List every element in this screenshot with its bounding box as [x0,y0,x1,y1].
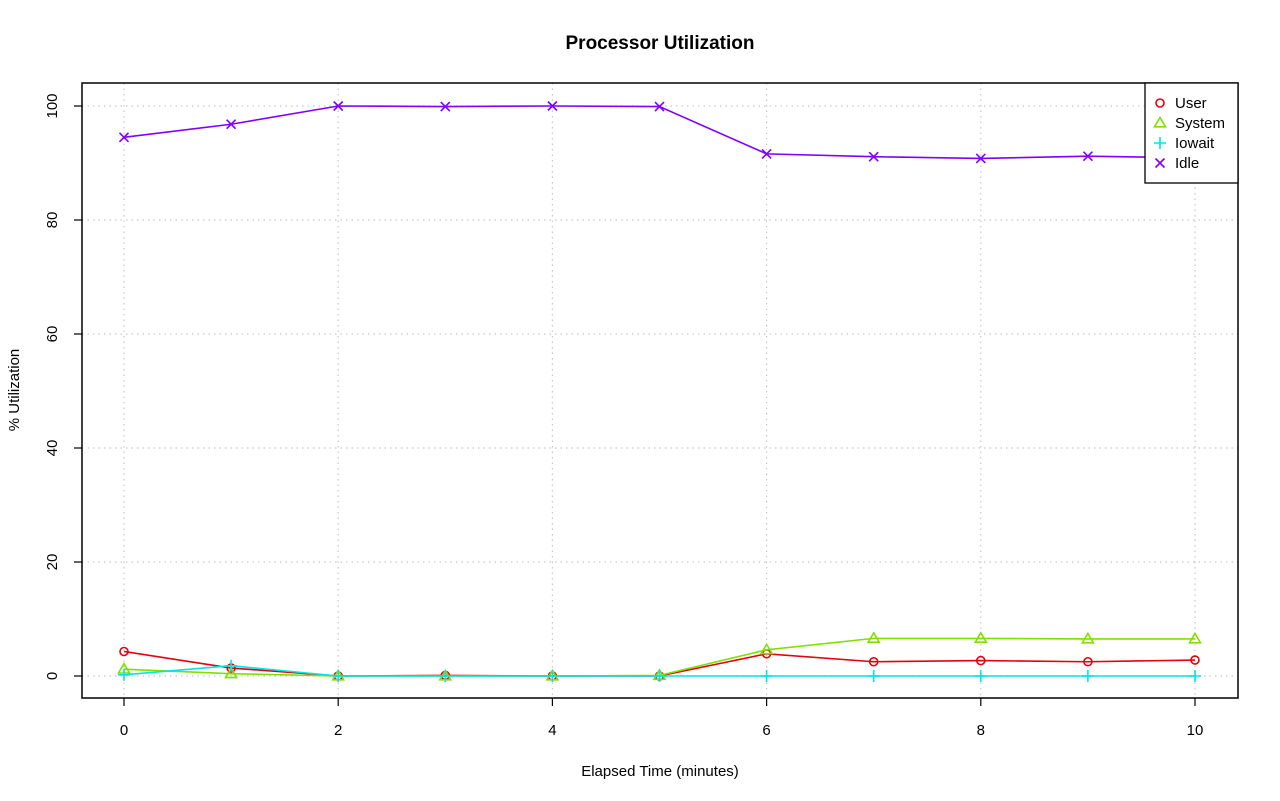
data-point-system [866,631,881,644]
x-axis: 0 2 4 6 8 10 [120,698,1204,739]
data-point-user [119,646,129,657]
y-tick-label: 80 [44,212,61,229]
legend-label-idle: Idle [1175,155,1199,172]
data-point-iowait [118,668,130,681]
x-tick-label: 10 [1187,722,1204,739]
legend-marker-system [1153,115,1167,128]
y-tick-label: 20 [44,554,61,571]
data-point-iowait [332,670,345,682]
x-tick-label: 4 [548,722,556,739]
legend-marker-user [1155,98,1165,108]
legend: User System Iowait Idle [1144,82,1239,184]
x-tick-label: 2 [334,722,342,739]
data-point-user [1190,655,1200,665]
x-axis-label: Elapsed Time (minutes) [581,763,739,780]
data-point-iowait [439,670,452,682]
y-axis: 0 20 40 60 80 100 [44,93,82,680]
series-layer [117,100,1202,682]
data-point-iowait [546,670,559,682]
chart-title: Processor Utilization [566,33,755,54]
series-line-idle [123,105,1196,160]
data-point-idle [226,119,237,130]
data-point-system [1188,631,1202,644]
data-point-idle [761,148,772,159]
legend-label-system: System [1175,115,1225,132]
x-tick-label: 6 [762,722,770,739]
y-axis-label: % Utilization [6,349,23,432]
data-point-iowait [1189,670,1201,682]
data-point-idle [547,100,558,112]
legend-label-user: User [1175,95,1207,112]
x-tick-label: 8 [977,722,985,739]
data-point-user [975,655,986,666]
plot-frame [81,82,1239,699]
x-tick-label: 0 [120,722,128,739]
y-tick-label: 100 [44,93,61,118]
series-iowait [118,659,1201,682]
legend-marker-idle [1154,157,1166,169]
y-tick-label: 60 [44,326,61,343]
data-point-idle [654,101,665,112]
data-point-iowait [867,670,880,682]
y-tick-label: 40 [44,440,61,457]
data-point-iowait [653,670,666,682]
legend-marker-iowait [1154,137,1166,149]
data-point-idle [868,151,879,162]
grid [82,83,1238,698]
data-point-idle [118,132,130,143]
data-point-iowait [225,659,238,672]
y-tick-label: 0 [44,672,61,680]
data-point-system [759,642,774,655]
legend-label-iowait: Iowait [1175,135,1215,152]
data-point-iowait [760,670,773,682]
data-point-system [973,631,988,644]
data-point-user [868,656,879,667]
data-point-iowait [974,670,987,682]
data-point-idle [333,100,344,112]
data-point-idle [1082,151,1093,162]
data-point-idle [975,153,986,164]
data-point-system [1081,631,1095,644]
data-point-idle [440,101,451,112]
data-point-system [224,666,238,679]
data-point-user [1083,656,1093,667]
series-idle [118,100,1201,164]
data-point-iowait [1081,670,1094,682]
